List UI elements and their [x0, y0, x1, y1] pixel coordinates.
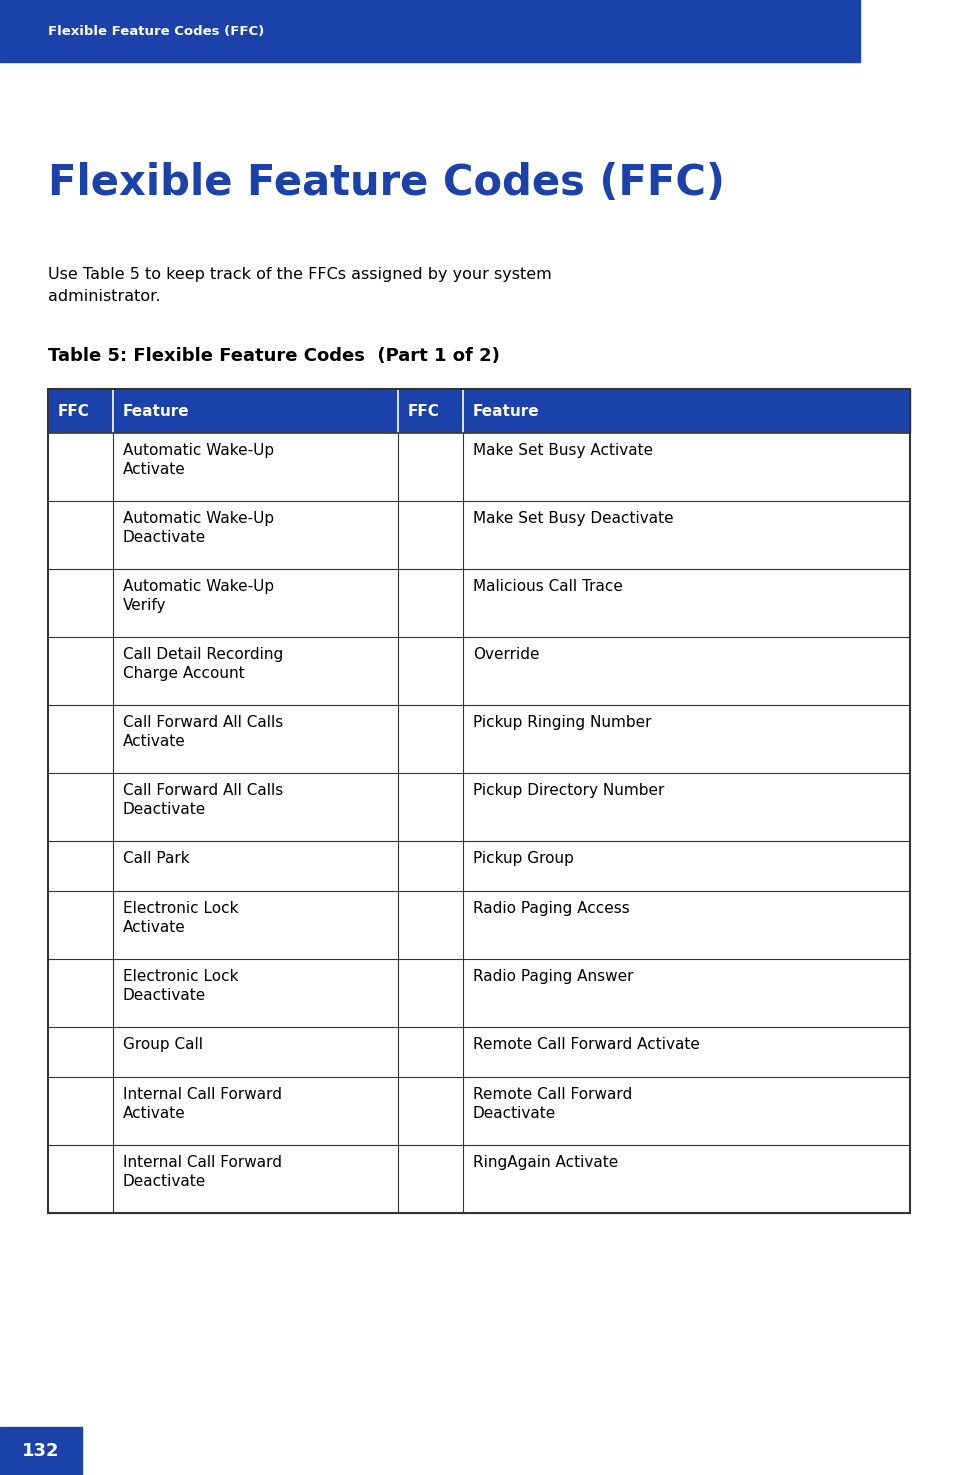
Text: Use Table 5 to keep track of the FFCs assigned by your system: Use Table 5 to keep track of the FFCs as… — [48, 267, 551, 282]
Bar — [0, 1426, 82, 1475]
Text: administrator.: administrator. — [48, 289, 160, 304]
Text: Pickup Directory Number: Pickup Directory Number — [473, 783, 663, 798]
Text: Pickup Group: Pickup Group — [473, 851, 574, 866]
Text: Group Call: Group Call — [123, 1037, 203, 1052]
Text: Call Forward All Calls: Call Forward All Calls — [123, 715, 283, 730]
Bar — [48, 389, 909, 434]
Bar — [48, 569, 909, 637]
Bar — [48, 891, 909, 959]
Text: Automatic Wake-Up: Automatic Wake-Up — [123, 442, 274, 459]
Bar — [48, 1145, 909, 1212]
Text: Override: Override — [473, 648, 539, 662]
Text: Feature: Feature — [123, 404, 190, 419]
Text: Automatic Wake-Up: Automatic Wake-Up — [123, 580, 274, 594]
Text: Automatic Wake-Up: Automatic Wake-Up — [123, 510, 274, 527]
Bar — [48, 1027, 909, 1077]
Text: Make Set Busy Activate: Make Set Busy Activate — [473, 442, 653, 459]
Text: Electronic Lock: Electronic Lock — [123, 969, 238, 984]
Bar — [48, 389, 909, 434]
Text: Feature: Feature — [473, 404, 539, 419]
Bar — [48, 1077, 909, 1145]
Text: Internal Call Forward: Internal Call Forward — [123, 1087, 282, 1102]
Bar — [48, 637, 909, 705]
Bar — [0, 0, 859, 62]
Text: Make Set Busy Deactivate: Make Set Busy Deactivate — [473, 510, 673, 527]
Text: Remote Call Forward: Remote Call Forward — [473, 1087, 632, 1102]
Text: Activate: Activate — [123, 920, 186, 935]
Text: Deactivate: Deactivate — [123, 530, 206, 544]
Text: Deactivate: Deactivate — [123, 1174, 206, 1189]
Text: Activate: Activate — [123, 1106, 186, 1121]
Text: Charge Account: Charge Account — [123, 667, 244, 681]
Text: Flexible Feature Codes (FFC): Flexible Feature Codes (FFC) — [48, 162, 724, 204]
Text: 132: 132 — [22, 1443, 60, 1460]
Bar — [48, 705, 909, 773]
Text: Radio Paging Answer: Radio Paging Answer — [473, 969, 633, 984]
Text: FFC: FFC — [408, 404, 439, 419]
Text: Radio Paging Access: Radio Paging Access — [473, 901, 629, 916]
Text: Deactivate: Deactivate — [123, 802, 206, 817]
Text: Call Detail Recording: Call Detail Recording — [123, 648, 283, 662]
Text: Table 5: Flexible Feature Codes  (Part 1 of 2): Table 5: Flexible Feature Codes (Part 1 … — [48, 347, 499, 364]
Text: FFC: FFC — [58, 404, 90, 419]
Text: Call Forward All Calls: Call Forward All Calls — [123, 783, 283, 798]
Text: Flexible Feature Codes (FFC): Flexible Feature Codes (FFC) — [48, 25, 264, 37]
Bar — [48, 502, 909, 569]
Text: RingAgain Activate: RingAgain Activate — [473, 1155, 618, 1170]
Bar — [48, 434, 909, 502]
Text: Internal Call Forward: Internal Call Forward — [123, 1155, 282, 1170]
Text: Malicious Call Trace: Malicious Call Trace — [473, 580, 622, 594]
Bar — [48, 773, 909, 841]
Text: Activate: Activate — [123, 735, 186, 749]
Text: Deactivate: Deactivate — [473, 1106, 556, 1121]
Text: Deactivate: Deactivate — [123, 988, 206, 1003]
Text: Electronic Lock: Electronic Lock — [123, 901, 238, 916]
Bar — [48, 959, 909, 1027]
Text: Call Park: Call Park — [123, 851, 190, 866]
Text: Remote Call Forward Activate: Remote Call Forward Activate — [473, 1037, 700, 1052]
Text: Activate: Activate — [123, 462, 186, 476]
Bar — [48, 841, 909, 891]
Bar — [48, 389, 909, 1212]
Text: Pickup Ringing Number: Pickup Ringing Number — [473, 715, 651, 730]
Text: Verify: Verify — [123, 597, 167, 614]
